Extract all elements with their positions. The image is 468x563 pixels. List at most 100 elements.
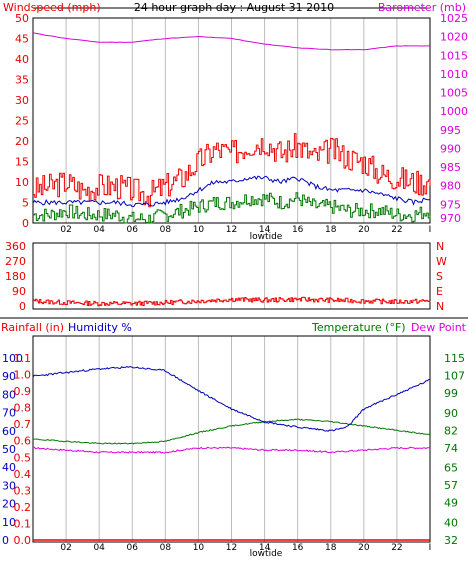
barometer-tick-label: 995	[440, 124, 461, 137]
windspeed-axis-title: Windspeed (mph)	[3, 1, 101, 14]
rainfall-axis-title: Rainfall (in)	[1, 321, 64, 334]
barometer-tick-label: 975	[440, 198, 461, 211]
barometer-tick-label: 1020	[440, 31, 468, 44]
humidity-axis-title: Humidity %	[68, 321, 132, 334]
rainfall-tick-label: 0.4	[14, 468, 32, 481]
humidity-tick-label: 100	[2, 352, 23, 365]
top-x-tick-label: 20	[358, 225, 370, 235]
barometer-ticks: 975 980 985 990 995 1000 1005 1010 1015 1020 1025 9…	[440, 12, 468, 225]
humidity-tick-label: 0	[2, 534, 9, 547]
rainfall-tick-label: 1.1	[14, 352, 32, 365]
top-x-tick-label: 18	[325, 225, 337, 235]
temperature-tick-label: 40	[444, 516, 458, 529]
barometer-tick-label: 980	[440, 180, 461, 193]
top-x-label: lowtide	[250, 232, 283, 242]
bottom-x-tick-label: 20	[358, 543, 370, 553]
rainfall-tick-label: 0.5	[14, 451, 32, 464]
humidity-tick-label: 40	[2, 461, 16, 474]
top-x-tick-label: 14	[259, 225, 271, 235]
humidity-tick-label: 20	[2, 498, 16, 511]
compass-label: W	[436, 255, 447, 268]
direction-tick-label: 0	[19, 300, 26, 313]
direction-tick-label: 180	[5, 270, 26, 283]
bottom-x-tick-label: 06	[127, 543, 139, 553]
windspeed-tick-label: 15	[15, 156, 29, 169]
bottom-x-tick-label: 14	[259, 543, 271, 553]
bottom-x-tick-label: 22	[391, 543, 402, 553]
windspeed-tick-label: 35	[15, 74, 29, 87]
bottom-x-tick-label: 18	[325, 543, 337, 553]
bottom-x-tick-label: 12	[226, 543, 237, 553]
top-x-tick-label: 16	[292, 225, 304, 235]
rainfall-tick-label: 0.3	[14, 484, 32, 497]
bottom-x-ticks: 02 04 06 08 10 12 14 16 18 20 22 I	[60, 543, 431, 553]
compass-label: E	[436, 285, 443, 298]
top-series	[32, 32, 431, 224]
humidity-tick-label: 90	[2, 370, 16, 383]
bottom-x-tick-label: 16	[292, 543, 304, 553]
rainfall-tick-label: 0.0	[14, 534, 32, 547]
windspeed-tick-label: 30	[15, 94, 29, 107]
barometer-tick-label: 1000	[440, 105, 468, 118]
top-x-tick-label: 12	[226, 225, 237, 235]
rainfall-tick-label: 0.1	[14, 517, 32, 530]
mid-plot-frame	[32, 242, 431, 310]
bottom-x-tick-label: 08	[160, 543, 172, 553]
wind-direction-line	[33, 296, 431, 307]
chart-title: 24 hour graph day : August 31 2010	[134, 1, 334, 14]
direction-tick-label: 90	[12, 285, 26, 298]
bottom-x-tick-label: I	[429, 543, 432, 553]
rainfall-tick-label: 0.7	[14, 418, 32, 431]
direction-ticks: 0 90 180 270 360	[5, 240, 26, 313]
temperature-tick-label: 107	[444, 370, 465, 383]
humidity-tick-label: 60	[2, 425, 16, 438]
rainfall-ticks: 0.0 0.1 0.2 0.3 0.4 0.5 0.6 0.7 0.8 0.9 1.0 1.1	[14, 352, 32, 547]
wind-low-line	[33, 192, 431, 224]
windspeed-tick-label: 25	[15, 115, 29, 128]
top-x-tick-label: 06	[127, 225, 139, 235]
top-x-tick-label: I	[429, 225, 432, 235]
barometer-tick-label: 1005	[440, 87, 468, 100]
top-plot-frame	[32, 17, 431, 224]
windspeed-tick-label: 50	[15, 12, 29, 25]
barometer-tick-label: 1010	[440, 68, 468, 81]
humidity-tick-label: 70	[2, 407, 16, 420]
temperature-tick-label: 49	[444, 497, 458, 510]
top-x-tick-label: 10	[193, 225, 205, 235]
wind-baro-panel: Windspeed (mph) 24 hour graph day : Augu…	[3, 1, 468, 242]
windspeed-tick-label: 40	[15, 53, 29, 66]
dewpoint-line	[33, 446, 431, 454]
compass-label: N	[436, 300, 444, 313]
top-x-tick-label: 08	[160, 225, 172, 235]
barometer-tick-label: 990	[440, 142, 461, 155]
windspeed-tick-label: 0	[22, 217, 29, 230]
windspeed-tick-label: 10	[15, 176, 29, 189]
temperature-ticks: 32 40 49 57 65 74 82 90 99 107 115	[444, 352, 465, 547]
bottom-x-label: lowtide	[250, 549, 283, 559]
mid-series	[33, 296, 431, 307]
windspeed-tick-label: 20	[15, 135, 29, 148]
barometer-axis-title: Barometer (mb)	[378, 1, 466, 14]
rainfall-tick-label: 0.8	[14, 402, 32, 415]
bottom-x-tick-label: 04	[93, 543, 105, 553]
windspeed-tick-label: 45	[15, 33, 29, 46]
wind-average-line	[32, 175, 431, 208]
rainfall-tick-label: 0.2	[14, 501, 32, 514]
barometer-tick-label: 970	[440, 212, 461, 225]
rainfall-tick-label: 0.9	[14, 385, 32, 398]
temperature-tick-label: 90	[444, 407, 458, 420]
top-x-ticks: 02 04 06 08 10 12 14 16 18 20 22 I	[60, 225, 431, 235]
wind-gust-line	[33, 133, 431, 208]
windspeed-ticks: 0 5 10 15 20 25 30 35 40 45 50	[15, 12, 29, 230]
temp-humidity-panel: Rainfall (in) Humidity % Temperature (°F…	[0, 317, 468, 559]
rainfall-tick-label: 0.6	[14, 435, 32, 448]
bottom-x-tick-label: 02	[60, 543, 71, 553]
temperature-axis-title: Temperature (°F)	[311, 321, 406, 334]
humidity-tick-label: 10	[2, 516, 16, 529]
temperature-tick-label: 65	[444, 462, 458, 475]
top-x-tick-label: 22	[391, 225, 402, 235]
dewpoint-axis-title: Dew Point	[411, 321, 467, 334]
temperature-tick-label: 99	[444, 387, 458, 400]
compass-label: S	[436, 270, 443, 283]
